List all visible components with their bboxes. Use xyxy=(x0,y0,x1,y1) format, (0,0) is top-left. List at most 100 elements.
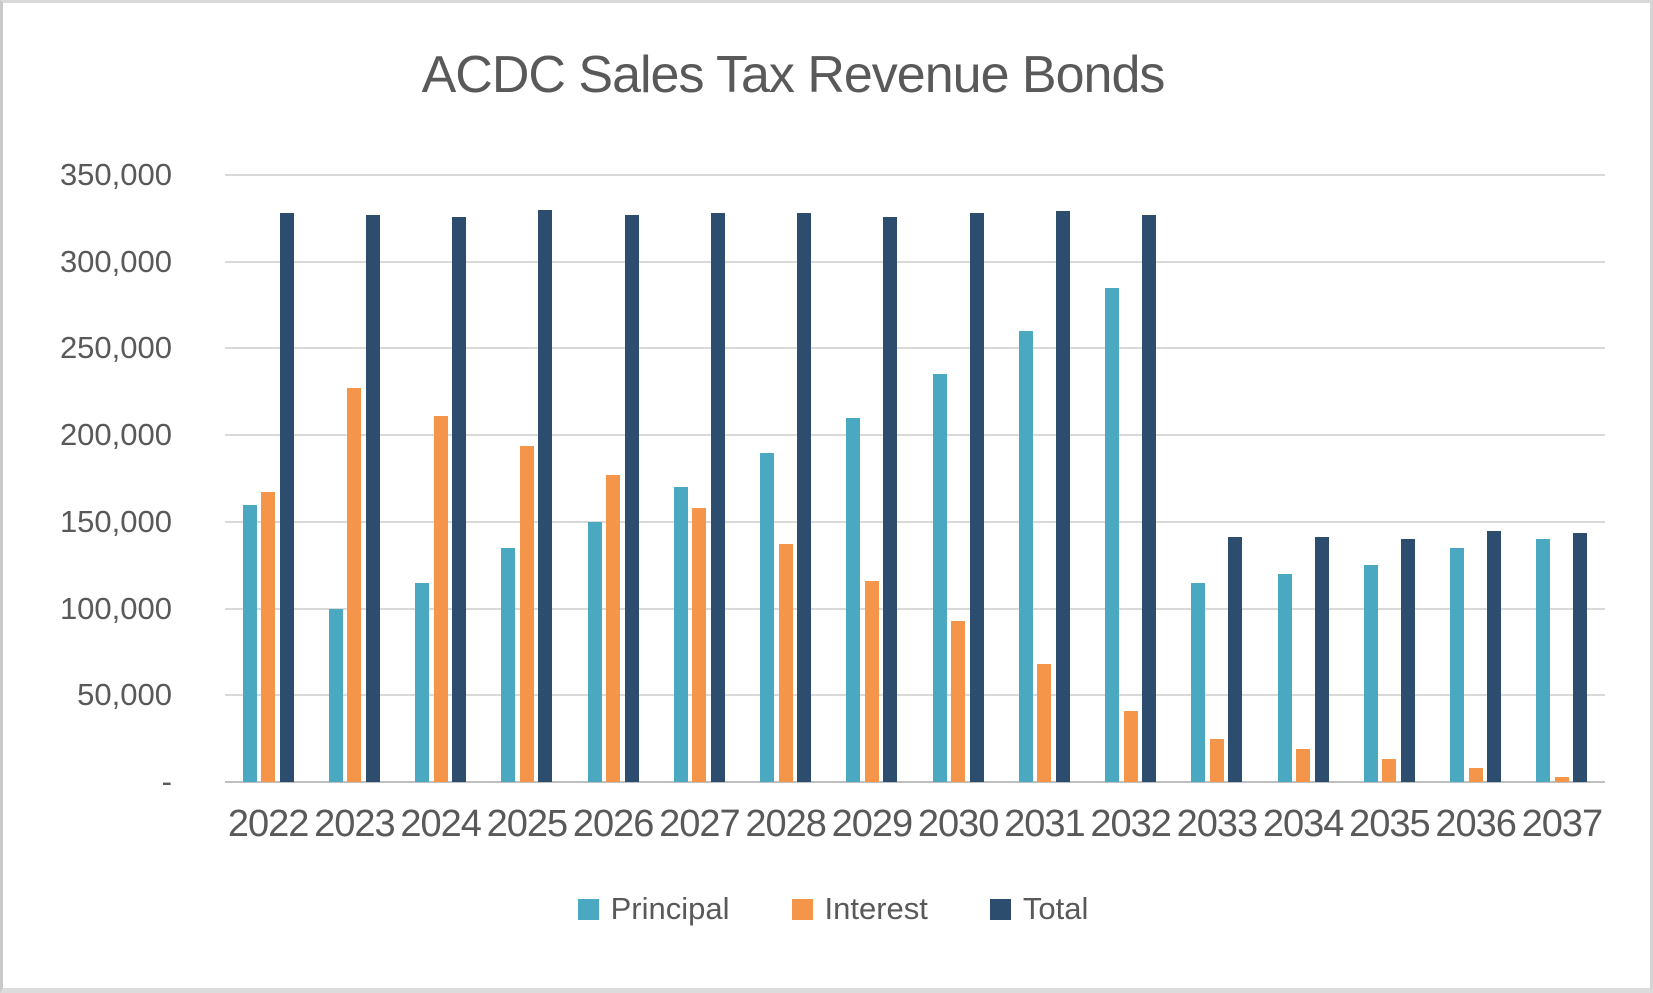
bar-interest-2035 xyxy=(1382,759,1397,782)
x-tick-label-2023: 2023 xyxy=(314,803,396,845)
bar-principal-2034 xyxy=(1277,573,1292,782)
bar-interest-2022 xyxy=(261,492,276,782)
bar-principal-2026 xyxy=(587,521,602,782)
bar-interest-2031 xyxy=(1037,664,1052,782)
y-tick-label: 100,000 xyxy=(59,590,172,626)
x-tick-label-2026: 2026 xyxy=(572,803,655,845)
bar-principal-2031 xyxy=(1018,331,1033,782)
bar-total-2036 xyxy=(1487,530,1502,782)
bar-total-2032 xyxy=(1142,214,1157,782)
x-tick-label-2033: 2033 xyxy=(1176,803,1259,845)
legend-item-principal: Principal xyxy=(577,891,730,927)
category-group-2034 xyxy=(1260,175,1346,782)
bar-total-2025 xyxy=(538,209,553,782)
bar-principal-2025 xyxy=(501,547,516,782)
bar-interest-2026 xyxy=(606,475,621,782)
category-group-2027 xyxy=(656,175,742,782)
bar-interest-2027 xyxy=(692,507,707,782)
category-group-2037 xyxy=(1519,175,1605,782)
category-group-2024 xyxy=(398,175,484,782)
x-tick-label-2036: 2036 xyxy=(1435,803,1517,845)
x-tick-label-2025: 2025 xyxy=(486,803,569,845)
gridline xyxy=(225,174,1605,176)
bar-total-2024 xyxy=(452,216,467,782)
plot-area xyxy=(225,174,1605,783)
bar-principal-2027 xyxy=(673,487,688,782)
legend: Principal Interest Total xyxy=(3,891,1650,927)
bar-interest-2030 xyxy=(951,620,966,782)
bar-principal-2022 xyxy=(242,504,257,782)
x-tick-label-2035: 2035 xyxy=(1349,803,1431,845)
bar-total-2031 xyxy=(1055,211,1070,782)
legend-swatch-interest xyxy=(791,898,813,920)
y-tick-label: 300,000 xyxy=(59,243,172,279)
x-tick-label-2024: 2024 xyxy=(400,803,482,845)
gridline xyxy=(225,260,1605,263)
x-tick-label-2022: 2022 xyxy=(227,803,310,845)
category-group-2033 xyxy=(1174,175,1260,782)
bar-principal-2032 xyxy=(1105,287,1120,782)
category-group-2032 xyxy=(1088,175,1174,782)
bar-interest-2029 xyxy=(864,580,879,782)
chart-title: ACDC Sales Tax Revenue Bonds xyxy=(421,46,1166,104)
category-group-2025 xyxy=(484,175,570,782)
bar-interest-2034 xyxy=(1296,749,1311,782)
bar-total-2033 xyxy=(1228,537,1243,782)
bar-principal-2024 xyxy=(415,582,430,782)
gridline xyxy=(225,434,1605,437)
gridline xyxy=(225,607,1605,610)
category-group-2023 xyxy=(311,175,397,782)
gridline xyxy=(225,694,1605,697)
category-group-2029 xyxy=(829,175,915,782)
legend-label-interest: Interest xyxy=(824,891,928,926)
category-group-2026 xyxy=(570,175,656,782)
bars-container xyxy=(225,175,1605,782)
y-tick-label: 200,000 xyxy=(59,417,172,453)
y-tick-label: 50,000 xyxy=(77,677,172,713)
bar-total-2023 xyxy=(365,214,380,782)
bar-principal-2036 xyxy=(1450,547,1465,782)
y-tick-label: - xyxy=(161,764,172,799)
category-group-2028 xyxy=(743,175,829,782)
x-tick-label-2031: 2031 xyxy=(1004,803,1086,845)
bar-interest-2025 xyxy=(519,445,534,782)
legend-label-total: Total xyxy=(1022,891,1089,926)
bar-interest-2036 xyxy=(1468,768,1483,782)
bar-total-2026 xyxy=(624,214,639,782)
bar-principal-2029 xyxy=(846,417,861,782)
bar-interest-2024 xyxy=(433,416,448,782)
y-tick-label: 350,000 xyxy=(59,157,172,192)
legend-item-total: Total xyxy=(989,891,1089,927)
bar-total-2027 xyxy=(710,213,725,782)
x-tick-label-2030: 2030 xyxy=(917,803,1000,845)
x-axis-line xyxy=(225,781,1605,783)
legend-swatch-principal xyxy=(577,898,599,920)
y-tick-label: 150,000 xyxy=(59,503,172,539)
category-group-2031 xyxy=(1001,175,1087,782)
bar-total-2034 xyxy=(1314,537,1329,782)
x-tick-label-2032: 2032 xyxy=(1090,803,1172,845)
gridline xyxy=(225,347,1605,350)
bar-total-2029 xyxy=(883,216,898,782)
category-group-2036 xyxy=(1433,175,1519,782)
bar-total-2037 xyxy=(1573,533,1588,782)
x-axis-labels: 2022 2023 2024 2025 2026 2027 2028 2029 2030 2031… xyxy=(225,803,1605,846)
bar-interest-2037 xyxy=(1554,776,1569,782)
x-tick-label-2029: 2029 xyxy=(831,803,914,845)
bar-total-2035 xyxy=(1400,539,1415,782)
bar-principal-2037 xyxy=(1536,539,1551,782)
category-group-2030 xyxy=(915,175,1001,782)
x-tick-label-2028: 2028 xyxy=(745,803,827,845)
category-group-2035 xyxy=(1346,175,1432,782)
x-tick-label-2027: 2027 xyxy=(659,803,741,845)
bar-principal-2030 xyxy=(932,374,947,782)
bar-interest-2032 xyxy=(1123,710,1138,782)
legend-item-interest: Interest xyxy=(791,891,928,927)
bar-principal-2033 xyxy=(1191,582,1206,782)
bar-principal-2023 xyxy=(328,608,343,782)
bar-interest-2028 xyxy=(778,544,793,782)
bar-total-2022 xyxy=(279,213,294,782)
legend-swatch-total xyxy=(989,898,1011,920)
legend-label-principal: Principal xyxy=(610,891,730,926)
